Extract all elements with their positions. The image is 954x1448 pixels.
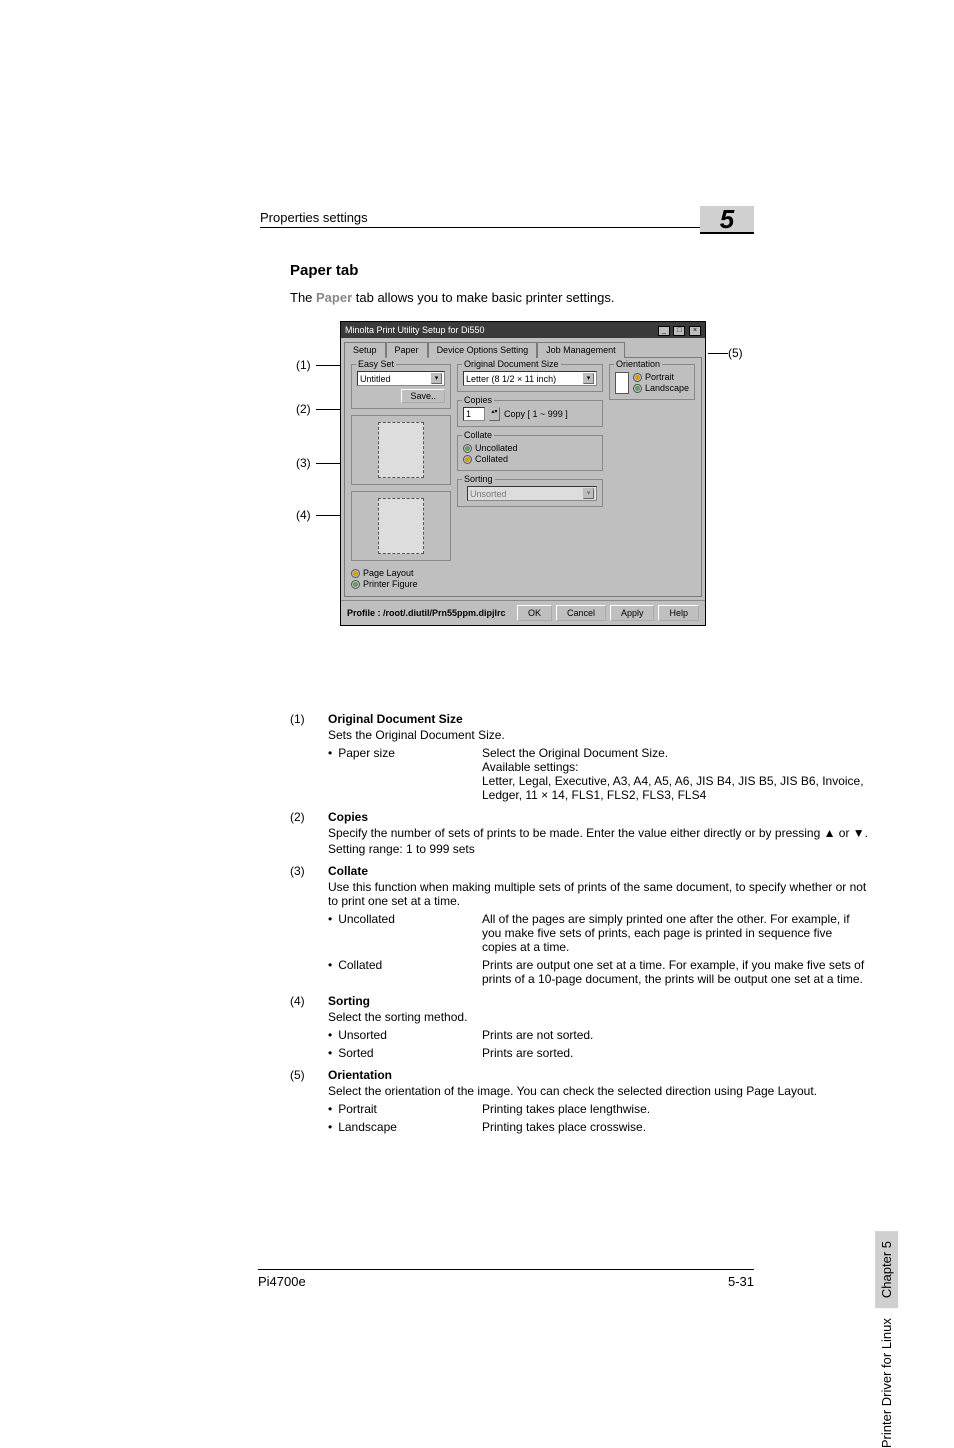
- callout-4: (4): [296, 508, 311, 522]
- callout-5: (5): [728, 346, 743, 360]
- dropdown-arrow-icon: ▾: [583, 373, 594, 384]
- def-num-1: (1): [290, 712, 328, 802]
- easy-set-dropdown[interactable]: Untitled▾: [357, 371, 445, 386]
- radio-portrait[interactable]: Portrait: [633, 372, 689, 382]
- def-sub-5: Select the orientation of the image. You…: [328, 1084, 870, 1098]
- copies-label: Copies: [462, 395, 494, 405]
- original-document-size-group: Original Document Size Letter (8 1/2 × 1…: [457, 364, 603, 392]
- copies-range-label: Copy [ 1 ~ 999 ]: [504, 409, 568, 419]
- help-button[interactable]: Help: [658, 605, 699, 621]
- side-label: Printer Driver for Linux Chapter 5: [875, 1231, 898, 1448]
- paper-size-dropdown[interactable]: Letter (8 1/2 × 11 inch)▾: [463, 371, 597, 386]
- def-num-3: (3): [290, 864, 328, 986]
- copies-input[interactable]: 1: [463, 407, 485, 421]
- window-maximize-button[interactable]: □: [673, 326, 685, 336]
- orientation-icon: [615, 372, 629, 394]
- def-4-bullet-1-desc: Prints are not sorted.: [482, 1028, 870, 1042]
- original-document-size-label: Original Document Size: [462, 359, 561, 369]
- def-title-1: Original Document Size: [328, 712, 870, 726]
- profile-path: Profile : /root/.diutil/Prn55ppm.dipjlrc: [347, 608, 506, 618]
- copies-group: Copies 1 ▴▾ Copy [ 1 ~ 999 ]: [457, 400, 603, 427]
- def-3-bullet-2-desc: Prints are output one set at a time. For…: [482, 958, 870, 986]
- def-title-4: Sorting: [328, 994, 870, 1008]
- dropdown-arrow-icon: ▾: [583, 488, 594, 499]
- def-4-bullet-2-label: Sorted: [328, 1046, 482, 1060]
- def-sub-2: Specify the number of sets of prints to …: [328, 826, 870, 840]
- easy-set-group: Easy Set Untitled▾ Save..: [351, 364, 451, 409]
- callout-3: (3): [296, 456, 311, 470]
- side-chapter: Chapter 5: [875, 1231, 898, 1308]
- def-sub-4: Select the sorting method.: [328, 1010, 870, 1024]
- dropdown-arrow-icon: ▾: [431, 373, 442, 384]
- def-4-bullet-2-desc: Prints are sorted.: [482, 1046, 870, 1060]
- window-minimize-button[interactable]: _: [658, 326, 670, 336]
- def-3-bullet-2-label: Collated: [328, 958, 482, 986]
- collate-label: Collate: [462, 430, 494, 440]
- sorting-group: Sorting Unsorted▾: [457, 479, 603, 507]
- apply-button[interactable]: Apply: [610, 605, 655, 621]
- window-title: Minolta Print Utility Setup for Di550: [345, 325, 485, 335]
- footer-model: Pi4700e: [258, 1274, 306, 1289]
- section-title: Paper tab: [290, 262, 358, 279]
- dialog-screenshot: Minolta Print Utility Setup for Di550 _ …: [340, 321, 706, 626]
- easy-set-save-button[interactable]: Save..: [401, 389, 445, 403]
- callout-1: (1): [296, 358, 311, 372]
- def-num-2: (2): [290, 810, 328, 856]
- def-3-bullet-1-desc: All of the pages are simply printed one …: [482, 912, 870, 954]
- easy-set-label: Easy Set: [356, 359, 396, 369]
- def-5-bullet-2-desc: Printing takes place crosswise.: [482, 1120, 870, 1134]
- def-num-5: (5): [290, 1068, 328, 1134]
- callout-2: (2): [296, 402, 311, 416]
- tab-job-management[interactable]: Job Management: [537, 342, 625, 358]
- def-4-bullet-1-label: Unsorted: [328, 1028, 482, 1042]
- page-preview-2: [351, 491, 451, 561]
- footer-page: 5-31: [728, 1274, 754, 1289]
- sorting-dropdown[interactable]: Unsorted▾: [467, 486, 597, 501]
- window-close-button[interactable]: ×: [689, 326, 701, 336]
- def-title-5: Orientation: [328, 1068, 870, 1082]
- side-text: Printer Driver for Linux: [879, 1318, 894, 1448]
- def-num-4: (4): [290, 994, 328, 1060]
- header-section: Properties settings: [260, 210, 368, 225]
- def-1-bullet-1-desc: Select the Original Document Size. Avail…: [482, 746, 870, 802]
- orientation-label: Orientation: [614, 359, 662, 369]
- radio-printer-figure[interactable]: Printer Figure: [351, 579, 451, 589]
- tab-paper[interactable]: Paper: [386, 342, 428, 358]
- orientation-group: Orientation Portrait Landscape: [609, 364, 695, 400]
- radio-collated[interactable]: Collated: [463, 454, 518, 464]
- callout-5-line: [708, 353, 728, 354]
- cancel-button[interactable]: Cancel: [556, 605, 606, 621]
- tab-device-options[interactable]: Device Options Setting: [428, 342, 538, 358]
- sorting-label: Sorting: [462, 474, 495, 484]
- window-titlebar: Minolta Print Utility Setup for Di550 _ …: [341, 322, 705, 338]
- def-title-3: Collate: [328, 864, 870, 878]
- collate-group: Collate Uncollated Collated: [457, 435, 603, 471]
- intro-text: The Paper tab allows you to make basic p…: [290, 290, 614, 305]
- radio-landscape[interactable]: Landscape: [633, 383, 689, 393]
- def-sub-3: Use this function when making multiple s…: [328, 880, 870, 908]
- def-title-2: Copies: [328, 810, 870, 824]
- def-3-bullet-1-label: Uncollated: [328, 912, 482, 954]
- copies-spinner[interactable]: ▴▾: [489, 407, 500, 421]
- def-5-bullet-2-label: Landscape: [328, 1120, 482, 1134]
- def-2-extra: Setting range: 1 to 999 sets: [328, 842, 870, 856]
- ok-button[interactable]: OK: [517, 605, 552, 621]
- def-5-bullet-1-desc: Printing takes place lengthwise.: [482, 1102, 870, 1116]
- radio-uncollated[interactable]: Uncollated: [463, 443, 518, 453]
- tab-setup[interactable]: Setup: [344, 342, 386, 358]
- chapter-number-badge: 5: [700, 206, 754, 234]
- page-preview-1: [351, 415, 451, 485]
- definitions-list: (1) Original Document Size Sets the Orig…: [290, 712, 870, 1142]
- def-1-bullet-1-label: Paper size: [328, 746, 482, 802]
- def-5-bullet-1-label: Portrait: [328, 1102, 482, 1116]
- def-sub-1: Sets the Original Document Size.: [328, 728, 870, 742]
- radio-page-layout[interactable]: Page Layout: [351, 568, 451, 578]
